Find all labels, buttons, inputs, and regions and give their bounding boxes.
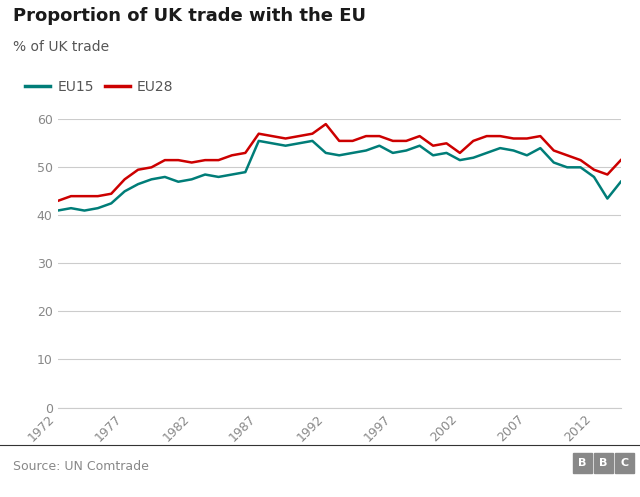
Text: % of UK trade: % of UK trade <box>13 40 109 54</box>
Text: B: B <box>578 458 587 468</box>
Legend: EU15, EU28: EU15, EU28 <box>20 74 179 99</box>
Text: B: B <box>599 458 608 468</box>
Text: C: C <box>621 458 628 468</box>
Text: Source: UN Comtrade: Source: UN Comtrade <box>13 460 148 473</box>
Text: Proportion of UK trade with the EU: Proportion of UK trade with the EU <box>13 7 366 25</box>
